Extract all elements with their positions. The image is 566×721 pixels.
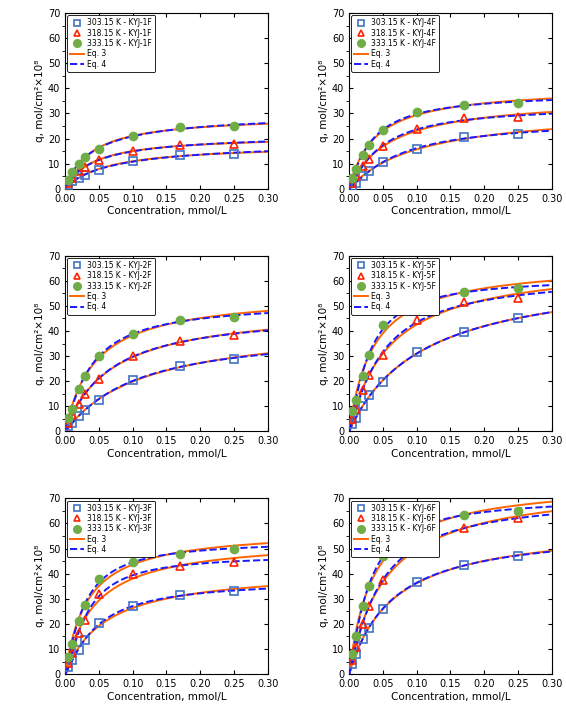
X-axis label: Concentration, mmol/L: Concentration, mmol/L	[391, 206, 511, 216]
Legend: 303.15 K - KYJ-5F, 318.15 K - KYJ-5F, 333.15 K - KYJ-5F, Eq. 3, Eq. 4: 303.15 K - KYJ-5F, 318.15 K - KYJ-5F, 33…	[351, 258, 439, 314]
Y-axis label: q, mol/cm²×10⁸: q, mol/cm²×10⁸	[35, 545, 45, 627]
Legend: 303.15 K - KYJ-1F, 318.15 K - KYJ-1F, 333.15 K - KYJ-1F, Eq. 3, Eq. 4: 303.15 K - KYJ-1F, 318.15 K - KYJ-1F, 33…	[67, 15, 155, 72]
X-axis label: Concentration, mmol/L: Concentration, mmol/L	[106, 206, 226, 216]
X-axis label: Concentration, mmol/L: Concentration, mmol/L	[391, 691, 511, 702]
X-axis label: Concentration, mmol/L: Concentration, mmol/L	[106, 691, 226, 702]
Legend: 303.15 K - KYJ-4F, 318.15 K - KYJ-4F, 333.15 K - KYJ-4F, Eq. 3, Eq. 4: 303.15 K - KYJ-4F, 318.15 K - KYJ-4F, 33…	[351, 15, 439, 72]
Y-axis label: q, mol/cm²×10⁸: q, mol/cm²×10⁸	[319, 60, 329, 142]
Y-axis label: q, mol/cm²×10⁸: q, mol/cm²×10⁸	[319, 302, 329, 385]
Legend: 303.15 K - KYJ-2F, 318.15 K - KYJ-2F, 333.15 K - KYJ-2F, Eq. 3, Eq. 4: 303.15 K - KYJ-2F, 318.15 K - KYJ-2F, 33…	[67, 258, 155, 314]
Y-axis label: q, mol/cm²×10⁸: q, mol/cm²×10⁸	[35, 60, 45, 142]
Y-axis label: q, mol/cm²×10⁸: q, mol/cm²×10⁸	[35, 302, 45, 385]
Y-axis label: q, mol/cm²×10⁸: q, mol/cm²×10⁸	[319, 545, 329, 627]
Legend: 303.15 K - KYJ-6F, 318.15 K - KYJ-6F, 333.15 K - KYJ-6F, Eq. 3, Eq. 4: 303.15 K - KYJ-6F, 318.15 K - KYJ-6F, 33…	[351, 500, 439, 557]
Legend: 303.15 K - KYJ-3F, 318.15 K - KYJ-3F, 333.15 K - KYJ-3F, Eq. 3, Eq. 4: 303.15 K - KYJ-3F, 318.15 K - KYJ-3F, 33…	[67, 500, 155, 557]
X-axis label: Concentration, mmol/L: Concentration, mmol/L	[106, 449, 226, 459]
X-axis label: Concentration, mmol/L: Concentration, mmol/L	[391, 449, 511, 459]
